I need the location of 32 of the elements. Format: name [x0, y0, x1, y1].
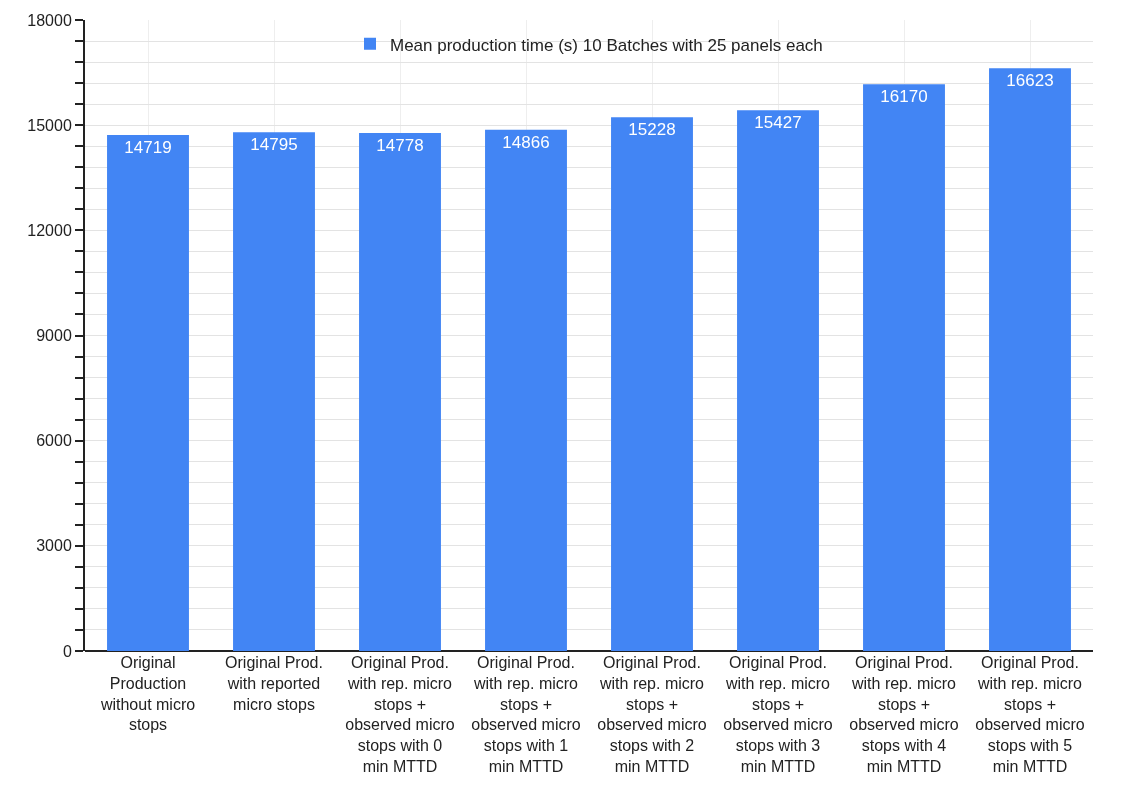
bar — [233, 132, 315, 651]
x-tick-label: Original Prod. with rep. micro stops + observed micro stops with 4 min MTTD — [849, 654, 959, 775]
bar — [737, 110, 819, 651]
bar — [989, 68, 1071, 651]
data-label: 16623 — [1006, 71, 1054, 91]
bar — [611, 117, 693, 651]
bar — [107, 135, 189, 651]
y-tick-label: 18000 — [27, 11, 72, 29]
y-tick-label: 0 — [62, 642, 72, 660]
x-tick-label: Original Prod. with reported micro stops — [225, 654, 323, 713]
data-label: 15228 — [628, 120, 676, 140]
y-tick-label: 12000 — [27, 221, 72, 239]
data-label: 15427 — [754, 113, 802, 133]
data-label: 14795 — [250, 135, 298, 155]
data-label: 14778 — [376, 135, 424, 155]
y-tick-label: 3000 — [36, 537, 72, 555]
bar — [863, 84, 945, 651]
x-tick-label: Original Prod. with rep. micro stops + observed micro stops with 5 min MTTD — [975, 654, 1085, 775]
data-label: 14719 — [124, 138, 172, 158]
x-tick-label: Original Prod. with rep. micro stops + observed micro stops with 1 min MTTD — [471, 654, 581, 775]
y-tick-label: 15000 — [27, 116, 72, 134]
y-tick-label: 9000 — [36, 327, 72, 345]
x-tick-label: Original Production without micro stops — [99, 654, 196, 734]
x-tick-label: Original Prod. with rep. micro stops + observed micro stops with 3 min MTTD — [723, 654, 833, 775]
data-label: 14866 — [502, 132, 550, 152]
data-label: 16170 — [880, 87, 928, 107]
y-tick-label: 6000 — [36, 432, 72, 450]
bar — [485, 129, 567, 651]
bar — [359, 132, 441, 651]
x-tick-label: Original Prod. with rep. micro stops + observed micro stops with 2 min MTTD — [597, 654, 707, 775]
x-tick-label: Original Prod. with rep. micro stops + observed micro stops with 0 min MTTD — [345, 654, 455, 775]
legend-label: Mean production time (s) 10 Batches with 25 panels each — [390, 35, 823, 55]
